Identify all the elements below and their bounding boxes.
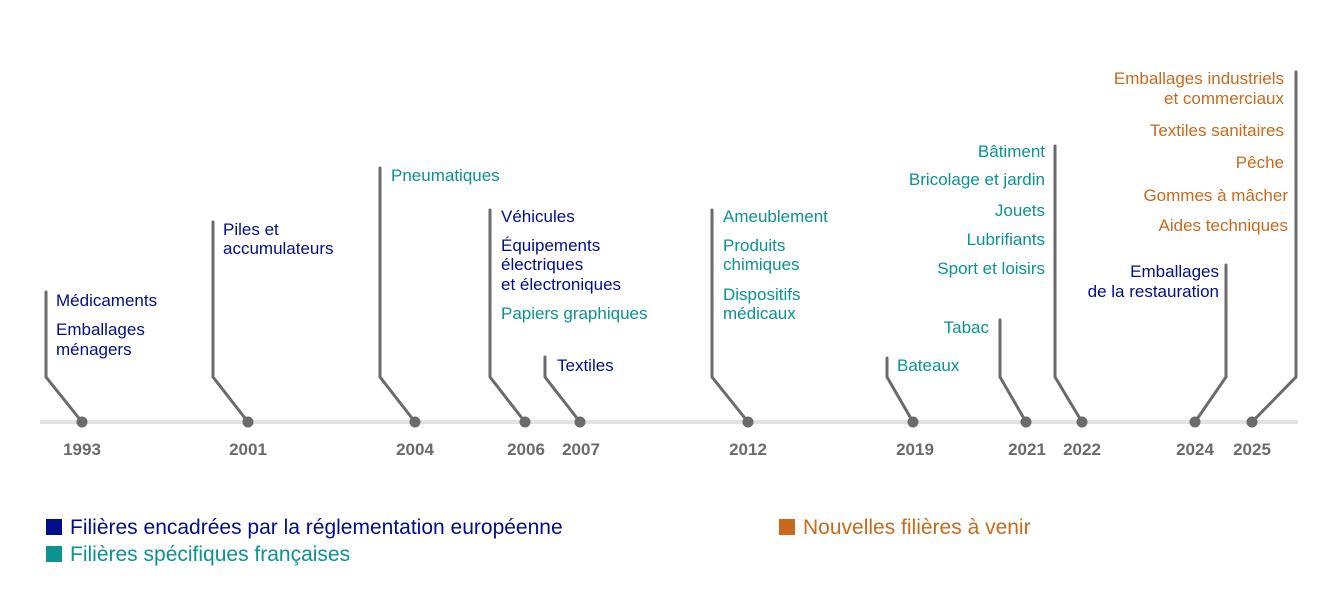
connector-1993 <box>44 290 84 424</box>
legend-swatch-eu <box>46 519 62 535</box>
marker-2004 <box>409 416 421 428</box>
item-emballages-menagers-line2: ménagers <box>56 340 132 359</box>
item-bricolage-jardin: Bricolage et jardin <box>908 170 1045 189</box>
connector-2019 <box>885 356 915 424</box>
connector-2007 <box>543 355 582 424</box>
marker-2007 <box>574 416 586 428</box>
connector-2024 <box>1193 263 1228 424</box>
year-label-2001: 2001 <box>229 440 267 459</box>
legend-item-fr: Filières spécifiques françaises <box>46 542 350 568</box>
legend-item-eu: Filières encadrées par la réglementation… <box>46 515 563 541</box>
connector-2001 <box>211 220 250 424</box>
item-vehicules: Véhicules <box>501 207 575 226</box>
item-emballages-menagers-line1: Emballages <box>56 320 145 339</box>
item-jouets: Jouets <box>994 201 1045 220</box>
item-gommes-a-macher: Gommes à mâcher <box>1143 186 1288 205</box>
legend-item-nv: Nouvelles filières à venir <box>779 515 1031 541</box>
item-dispositifs-medicaux-line2: médicaux <box>723 304 796 323</box>
year-label-2025: 2025 <box>1233 440 1271 459</box>
connector-2025 <box>1250 70 1298 424</box>
year-label-2021: 2021 <box>1008 440 1046 459</box>
year-label-1993: 1993 <box>63 440 101 459</box>
item-batiment: Bâtiment <box>977 142 1045 161</box>
marker-2025 <box>1246 416 1258 428</box>
item-peche: Pêche <box>1235 153 1284 172</box>
item-piles-line2: accumulateurs <box>223 239 334 258</box>
item-pneumatiques: Pneumatiques <box>391 166 500 185</box>
marker-2022 <box>1076 416 1088 428</box>
item-bateaux: Bateaux <box>897 356 960 375</box>
item-aides-techniques: Aides techniques <box>1158 216 1288 235</box>
item-deee-line1: Équipements <box>501 236 601 255</box>
year-label-2012: 2012 <box>729 440 767 459</box>
legend-swatch-nv <box>779 519 795 535</box>
item-deee-line3: et électroniques <box>501 275 622 294</box>
legend-label-fr: Filières spécifiques françaises <box>70 543 351 566</box>
item-emballages-industriels-line1: Emballages industriels <box>1113 69 1284 88</box>
legend-label-eu: Filières encadrées par la réglementation… <box>70 516 563 539</box>
year-label-2006: 2006 <box>507 440 545 459</box>
item-dispositifs-medicaux-line1: Dispositifs <box>723 285 801 304</box>
connector-2022 <box>1053 144 1084 424</box>
item-produits-chimiques-line2: chimiques <box>723 255 800 274</box>
item-ameublement: Ameublement <box>723 207 828 226</box>
item-tabac: Tabac <box>943 318 989 337</box>
marker-2024 <box>1189 416 1201 428</box>
item-lubrifiants: Lubrifiants <box>966 230 1045 249</box>
item-textiles: Textiles <box>557 356 614 375</box>
item-deee-line2: électriques <box>501 255 584 274</box>
connector-2012 <box>710 208 750 424</box>
marker-2001 <box>242 416 254 428</box>
marker-2012 <box>742 416 754 428</box>
connector-2021 <box>998 318 1028 424</box>
marker-2021 <box>1020 416 1032 428</box>
item-papiers-graphiques: Papiers graphiques <box>501 304 648 323</box>
marker-2006 <box>519 416 531 428</box>
item-produits-chimiques-line1: Produits <box>723 236 786 255</box>
connector-2004 <box>378 166 417 424</box>
year-label-2022: 2022 <box>1063 440 1101 459</box>
item-emballages-restauration-line2: de la restauration <box>1087 282 1219 301</box>
item-medicaments: Médicaments <box>56 291 158 310</box>
marker-2019 <box>907 416 919 428</box>
year-label-2007: 2007 <box>562 440 600 459</box>
item-emballages-industriels-line2: et commerciaux <box>1164 89 1284 108</box>
marker-1993 <box>76 416 88 428</box>
year-label-2019: 2019 <box>896 440 934 459</box>
legend-swatch-fr <box>46 546 62 562</box>
legend-label-nv: Nouvelles filières à venir <box>803 516 1031 539</box>
item-textiles-sanitaires: Textiles sanitaires <box>1149 121 1284 140</box>
year-label-2024: 2024 <box>1176 440 1214 459</box>
item-sport-loisirs: Sport et loisirs <box>937 259 1045 278</box>
item-piles-line1: Piles et <box>223 220 279 239</box>
connector-2006 <box>488 208 527 424</box>
year-label-2004: 2004 <box>396 440 434 459</box>
item-emballages-restauration-line1: Emballages <box>1130 262 1219 281</box>
